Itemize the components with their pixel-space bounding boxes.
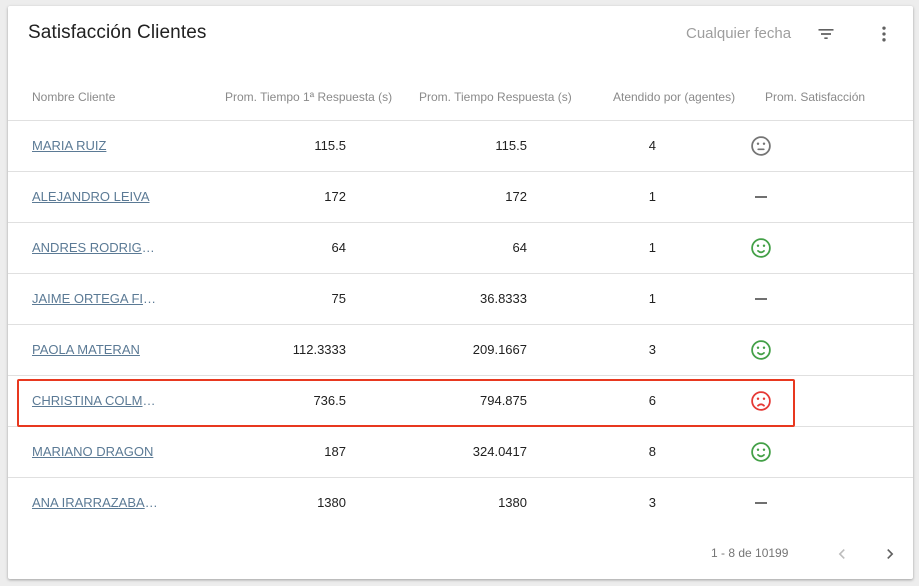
more-vert-icon[interactable] <box>870 20 898 48</box>
table-row[interactable]: JAIME ORTEGA FIER… 75 36.8333 1 <box>8 274 913 325</box>
neutral-face-icon <box>748 121 774 171</box>
client-name-link[interactable]: MARIANO DRAGON <box>32 444 154 459</box>
happy-face-icon <box>748 325 774 375</box>
table-row[interactable]: ANDRES RODRIGUEZ 64 64 1 <box>8 223 913 274</box>
chevron-right-icon[interactable] <box>876 540 904 568</box>
response-time: 209.1667 <box>472 342 527 357</box>
first-response-time: 172 <box>324 189 346 204</box>
response-time: 64 <box>512 240 527 255</box>
satisfaction-card: Satisfacción Clientes Cualquier fecha No… <box>8 6 913 579</box>
table-header: Nombre Cliente Prom. Tiempo 1ª Respuesta… <box>8 68 913 121</box>
client-name-link[interactable]: MARIA RUIZ <box>32 138 107 153</box>
table-row[interactable]: CHRISTINA COLMEN… 736.5 794.875 6 <box>8 376 913 427</box>
happy-face-icon <box>748 223 774 273</box>
agents-count: 1 <box>648 291 656 306</box>
response-time: 794.875 <box>480 393 527 408</box>
client-name-link[interactable]: JAIME ORTEGA FIER… <box>32 291 164 306</box>
first-response-time: 187 <box>324 444 346 459</box>
chevron-left-icon[interactable] <box>828 540 856 568</box>
first-response-time: 115.5 <box>314 138 346 153</box>
no-rating-dash-icon <box>748 172 774 222</box>
no-rating-dash-icon <box>748 478 774 528</box>
agents-count: 1 <box>648 189 656 204</box>
client-name-link[interactable]: CHRISTINA COLMEN… <box>32 393 164 408</box>
table-row[interactable]: ANA IRARRAZABAL … 1380 1380 3 <box>8 478 913 529</box>
agents-count: 4 <box>648 138 656 153</box>
happy-face-icon <box>748 427 774 477</box>
col-header-satisfaction: Prom. Satisfacción <box>765 90 866 104</box>
filter-list-icon[interactable] <box>812 20 840 48</box>
pagination: 1 - 8 de 10199 <box>8 536 913 572</box>
col-header-name: Nombre Cliente <box>32 90 116 104</box>
table-row[interactable]: ALEJANDRO LEIVA 172 172 1 <box>8 172 913 223</box>
first-response-time: 75 <box>331 291 346 306</box>
sad-face-icon <box>748 376 774 426</box>
response-time: 115.5 <box>495 138 527 153</box>
response-time: 172 <box>505 189 527 204</box>
agents-count: 3 <box>648 342 656 357</box>
col-header-agents: Atendido por (agentes) <box>613 90 736 104</box>
client-name-link[interactable]: ALEJANDRO LEIVA <box>32 189 150 204</box>
pagination-range: 1 - 8 de 10199 <box>711 546 789 560</box>
clients-table: Nombre Cliente Prom. Tiempo 1ª Respuesta… <box>8 68 913 529</box>
client-name-link[interactable]: ANDRES RODRIGUEZ <box>32 240 164 255</box>
first-response-time: 112.3333 <box>292 342 346 357</box>
first-response-time: 1380 <box>317 495 346 510</box>
card-title: Satisfacción Clientes <box>28 22 207 43</box>
first-response-time: 736.5 <box>313 393 346 408</box>
agents-count: 6 <box>648 393 656 408</box>
date-filter-label[interactable]: Cualquier fecha <box>686 25 792 42</box>
agents-count: 3 <box>648 495 656 510</box>
col-header-first-response: Prom. Tiempo 1ª Respuesta (s) <box>225 90 393 104</box>
response-time: 1380 <box>498 495 527 510</box>
no-rating-dash-icon <box>748 274 774 324</box>
agents-count: 1 <box>648 240 656 255</box>
table-body: MARIA RUIZ 115.5 115.5 4 ALEJANDRO LEIVA 172 1… <box>8 121 913 529</box>
table-row[interactable]: MARIANO DRAGON 187 324.0417 8 <box>8 427 913 478</box>
col-header-response: Prom. Tiempo Respuesta (s) <box>419 90 572 104</box>
table-row[interactable]: PAOLA MATERAN 112.3333 209.1667 3 <box>8 325 913 376</box>
client-name-link[interactable]: PAOLA MATERAN <box>32 342 140 357</box>
table-row[interactable]: MARIA RUIZ 115.5 115.5 4 <box>8 121 913 172</box>
response-time: 324.0417 <box>472 444 527 459</box>
first-response-time: 64 <box>331 240 346 255</box>
response-time: 36.8333 <box>480 291 527 306</box>
client-name-link[interactable]: ANA IRARRAZABAL … <box>32 495 164 510</box>
agents-count: 8 <box>648 444 656 459</box>
